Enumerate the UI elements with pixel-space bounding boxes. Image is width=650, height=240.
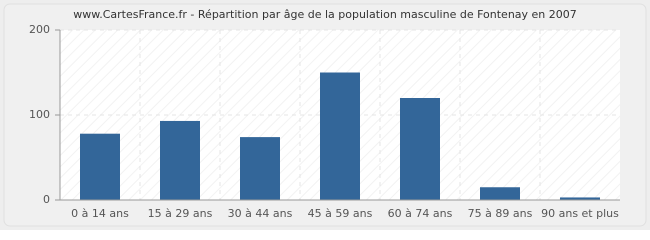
x-tick-label: 0 à 14 ans: [71, 207, 129, 220]
bar: [480, 187, 520, 200]
y-tick-label: 0: [43, 193, 50, 206]
bar: [400, 98, 440, 200]
y-tick-label: 100: [29, 108, 50, 121]
y-tick-label: 200: [29, 23, 50, 36]
bar: [240, 137, 280, 200]
x-tick-label: 90 ans et plus: [541, 207, 619, 220]
bar: [560, 197, 600, 200]
x-tick-label: 45 à 59 ans: [308, 207, 373, 220]
chart-title: www.CartesFrance.fr - Répartition par âg…: [73, 8, 577, 21]
bar: [320, 72, 360, 200]
x-tick-label: 30 à 44 ans: [228, 207, 293, 220]
x-tick-label: 60 à 74 ans: [388, 207, 453, 220]
chart: www.CartesFrance.fr - Répartition par âg…: [0, 0, 650, 230]
bar: [80, 133, 120, 200]
bar: [160, 120, 200, 200]
x-tick-label: 15 à 29 ans: [148, 207, 213, 220]
x-tick-label: 75 à 89 ans: [468, 207, 533, 220]
